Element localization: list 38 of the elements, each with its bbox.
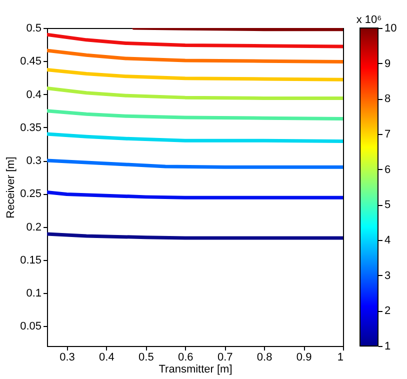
y-tick-label: 0.5 (26, 22, 42, 34)
y-axis-title: Receiver [m] (5, 156, 18, 218)
x-tick-label: 0.5 (138, 352, 154, 364)
y-tick-label: 0.15 (20, 254, 42, 266)
y-tick-label: 0.4 (26, 88, 42, 101)
line-series (47, 32, 343, 48)
color-bar-label: 2 (384, 305, 391, 318)
line-series (47, 48, 343, 64)
x-tick-label: 0.7 (217, 352, 233, 364)
y-tick-label: 0.45 (20, 56, 42, 68)
x-tick-label: 0.6 (178, 352, 194, 364)
line-series (47, 68, 343, 82)
color-bar-label: 7 (384, 128, 391, 140)
x-tick-label: 0.9 (296, 352, 312, 364)
color-bar-label: 1 (384, 340, 391, 352)
y-tick-label: 0.2 (26, 221, 42, 234)
y-tick-label: 0.25 (20, 188, 42, 200)
color-bar-label: 10 (384, 22, 397, 34)
x-axis-title: Transmitter [m] (158, 364, 232, 376)
color-bar-label: 5 (384, 199, 391, 212)
y-tick-label: 0.1 (26, 288, 42, 300)
color-bar-label: 8 (384, 93, 391, 106)
y-tick-label: 0.3 (26, 155, 42, 167)
color-bar-label: 9 (384, 58, 391, 70)
line-series (47, 132, 343, 144)
line-series (47, 86, 343, 100)
x-tick-label: 0.3 (60, 352, 75, 364)
color-bar-label: 4 (384, 234, 391, 246)
x-tick-label: 0.4 (99, 352, 114, 364)
y-tick-label: 0.35 (20, 122, 42, 134)
color-bar-label: 6 (384, 164, 391, 176)
color-bar-title: x 10⁶ (356, 14, 382, 26)
line-series (47, 109, 343, 121)
color-bar-label: 3 (384, 270, 391, 282)
y-tick-label: 0.05 (20, 320, 42, 333)
line-series (47, 158, 343, 169)
x-tick-label: 1 (337, 352, 344, 364)
x-tick-label: 0.8 (256, 352, 272, 364)
